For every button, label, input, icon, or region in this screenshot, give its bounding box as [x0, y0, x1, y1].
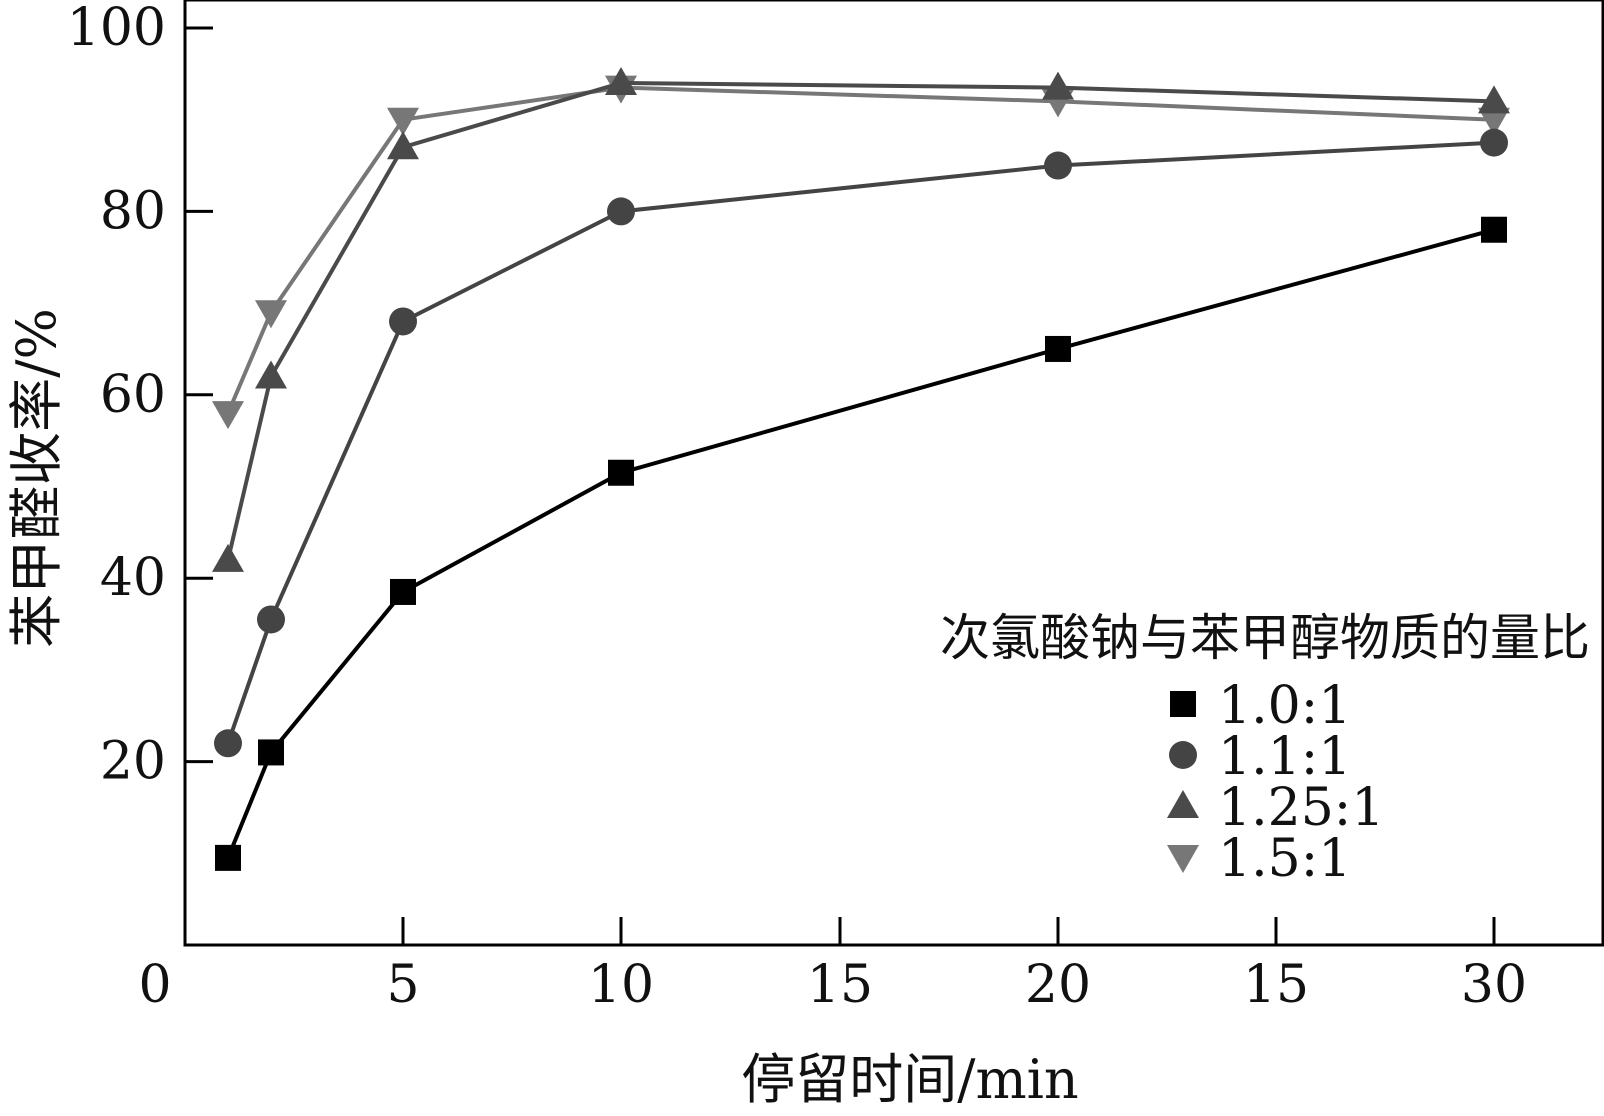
data-point [257, 605, 285, 634]
axes: 0 5 10 15 20 15 30 20 40 60 80 100 [67, 0, 1527, 1015]
x-tick-label: 5 [386, 955, 419, 1015]
legend-title: 次氯酸钠与苯甲醇物质的量比 [940, 609, 1590, 667]
data-point [212, 543, 244, 572]
legend-label: 1.25:1 [1218, 778, 1384, 838]
y-tick-label: 80 [100, 181, 166, 241]
data-point [390, 578, 416, 605]
data-point [1045, 335, 1071, 362]
data-point [1478, 85, 1510, 114]
series-line [226, 227, 1495, 859]
y-tick-label: 100 [67, 0, 166, 58]
data-point [212, 401, 244, 430]
legend-label: 1.0:1 [1218, 676, 1351, 736]
data-point [605, 67, 637, 96]
data-point [1481, 216, 1507, 243]
x-tick-label: 20 [1025, 955, 1091, 1015]
data-point [607, 197, 635, 226]
x-tick-label: 15 [807, 955, 873, 1015]
y-tick-label: 40 [100, 548, 166, 608]
legend: 次氯酸钠与苯甲醇物质的量比 1.0:11.1:11.25:11.5:1 [940, 609, 1590, 889]
data-point [1042, 71, 1074, 100]
y-tick-label: 60 [100, 365, 166, 425]
y-axis-label: 苯甲醛收率/% [5, 308, 68, 648]
data-point [214, 729, 242, 758]
data-point [1478, 107, 1510, 136]
data-point [387, 107, 419, 136]
x-tick-label: 0 [138, 955, 171, 1015]
series-line [226, 81, 1495, 561]
legend-marker [1167, 790, 1199, 818]
data-point [258, 739, 284, 766]
legend-label: 1.5:1 [1218, 829, 1351, 889]
y-tick-label: 20 [100, 732, 166, 792]
data-point [389, 307, 417, 336]
legend-label: 1.1:1 [1218, 727, 1351, 787]
legend-marker [1170, 691, 1196, 717]
x-axis-label: 停留时间/min [741, 1048, 1078, 1111]
data-point [255, 300, 287, 329]
plot-frame [183, 0, 1604, 947]
data-point [215, 844, 241, 871]
data-point [1044, 151, 1072, 180]
series-line [226, 85, 1495, 414]
data-point [387, 131, 419, 160]
legend-marker [1169, 741, 1197, 769]
data-point [255, 360, 287, 389]
data-point [608, 459, 634, 486]
x-tick-label: 15 [1243, 955, 1309, 1015]
series-line [226, 140, 1495, 744]
x-tick-label: 10 [588, 955, 654, 1015]
series-layer [212, 67, 1510, 871]
data-point [1480, 128, 1508, 157]
legend-marker [1167, 845, 1199, 873]
x-tick-label: 30 [1461, 955, 1527, 1015]
